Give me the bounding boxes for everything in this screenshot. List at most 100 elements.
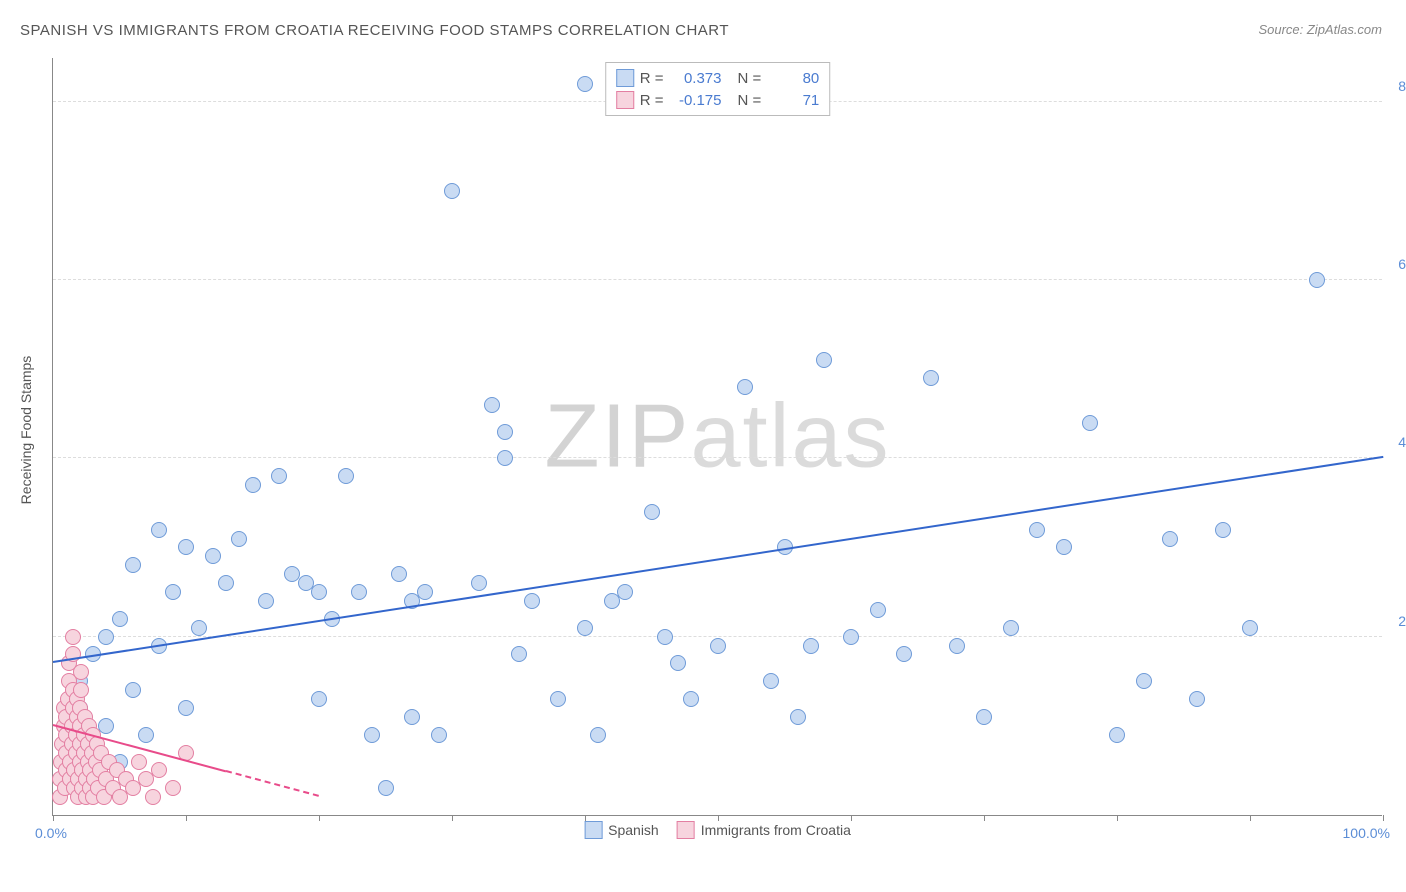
legend-r-label: R = — [640, 92, 664, 109]
data-point — [138, 727, 154, 743]
legend-row: R = -0.175N = 71 — [616, 89, 820, 111]
data-point — [151, 762, 167, 778]
data-point — [417, 584, 433, 600]
x-tick — [319, 815, 320, 821]
legend-item: Immigrants from Croatia — [677, 821, 851, 839]
legend-swatch — [677, 821, 695, 839]
data-point — [218, 575, 234, 591]
x-tick — [851, 815, 852, 821]
x-axis-min-label: 0.0% — [35, 825, 67, 841]
data-point — [131, 754, 147, 770]
data-point — [484, 397, 500, 413]
x-tick — [452, 815, 453, 821]
data-point — [178, 539, 194, 555]
legend-row: R = 0.373N = 80 — [616, 67, 820, 89]
legend-r-label: R = — [640, 70, 664, 87]
data-point — [112, 611, 128, 627]
data-point — [431, 727, 447, 743]
data-point — [471, 575, 487, 591]
data-point — [151, 522, 167, 538]
data-point — [165, 584, 181, 600]
y-axis-title: Receiving Food Stamps — [18, 356, 34, 505]
legend-n-value: 71 — [767, 92, 819, 109]
data-point — [245, 477, 261, 493]
x-tick — [186, 815, 187, 821]
data-point — [1309, 272, 1325, 288]
data-point — [351, 584, 367, 600]
data-point — [391, 566, 407, 582]
x-tick — [53, 815, 54, 821]
legend-n-label: N = — [738, 70, 762, 87]
data-point — [870, 602, 886, 618]
data-point — [511, 646, 527, 662]
data-point — [949, 638, 965, 654]
watermark-atlas: atlas — [690, 386, 890, 486]
legend-r-value: 0.373 — [670, 70, 722, 87]
legend-swatch — [584, 821, 602, 839]
data-point — [1136, 673, 1152, 689]
data-point — [1242, 620, 1258, 636]
trend-line-extrapolated — [226, 770, 320, 797]
data-point — [670, 655, 686, 671]
series-legend: Spanish Immigrants from Croatia — [584, 821, 851, 839]
data-point — [205, 548, 221, 564]
data-point — [65, 629, 81, 645]
y-axis-label: 20.0% — [1398, 613, 1406, 629]
data-point — [763, 673, 779, 689]
data-point — [191, 620, 207, 636]
x-tick — [1117, 815, 1118, 821]
data-point — [125, 682, 141, 698]
data-point — [1029, 522, 1045, 538]
data-point — [896, 646, 912, 662]
legend-label: Spanish — [608, 822, 659, 838]
data-point — [976, 709, 992, 725]
x-axis-max-label: 100.0% — [1343, 825, 1390, 841]
data-point — [311, 584, 327, 600]
data-point — [497, 450, 513, 466]
data-point — [683, 691, 699, 707]
watermark: ZIPatlas — [544, 385, 890, 488]
y-axis-label: 60.0% — [1398, 256, 1406, 272]
data-point — [145, 789, 161, 805]
data-point — [1215, 522, 1231, 538]
data-point — [1109, 727, 1125, 743]
source-link[interactable]: ZipAtlas.com — [1307, 22, 1382, 37]
data-point — [657, 629, 673, 645]
x-tick — [585, 815, 586, 821]
data-point — [1003, 620, 1019, 636]
data-point — [1056, 539, 1072, 555]
data-point — [125, 557, 141, 573]
y-axis-label: 80.0% — [1398, 78, 1406, 94]
source-label: Source: — [1258, 22, 1306, 37]
watermark-zip: ZIP — [544, 386, 690, 486]
data-point — [923, 370, 939, 386]
legend-item: Spanish — [584, 821, 659, 839]
data-point — [737, 379, 753, 395]
gridline — [53, 279, 1382, 280]
data-point — [524, 593, 540, 609]
x-tick — [1250, 815, 1251, 821]
gridline — [53, 636, 1382, 637]
scatter-plot: ZIPatlas R = 0.373N = 80R = -0.175N = 71… — [52, 58, 1382, 816]
chart-title: SPANISH VS IMMIGRANTS FROM CROATIA RECEI… — [20, 22, 729, 39]
data-point — [790, 709, 806, 725]
data-point — [404, 709, 420, 725]
y-axis-label: 40.0% — [1398, 434, 1406, 450]
gridline — [53, 457, 1382, 458]
data-point — [98, 629, 114, 645]
x-tick — [1383, 815, 1384, 821]
legend-swatch — [616, 69, 634, 87]
data-point — [550, 691, 566, 707]
data-point — [258, 593, 274, 609]
data-point — [1082, 415, 1098, 431]
data-point — [98, 718, 114, 734]
data-point — [1162, 531, 1178, 547]
data-point — [497, 424, 513, 440]
legend-label: Immigrants from Croatia — [701, 822, 851, 838]
data-point — [843, 629, 859, 645]
data-point — [604, 593, 620, 609]
correlation-legend: R = 0.373N = 80R = -0.175N = 71 — [605, 62, 831, 116]
data-point — [710, 638, 726, 654]
data-point — [378, 780, 394, 796]
data-point — [644, 504, 660, 520]
